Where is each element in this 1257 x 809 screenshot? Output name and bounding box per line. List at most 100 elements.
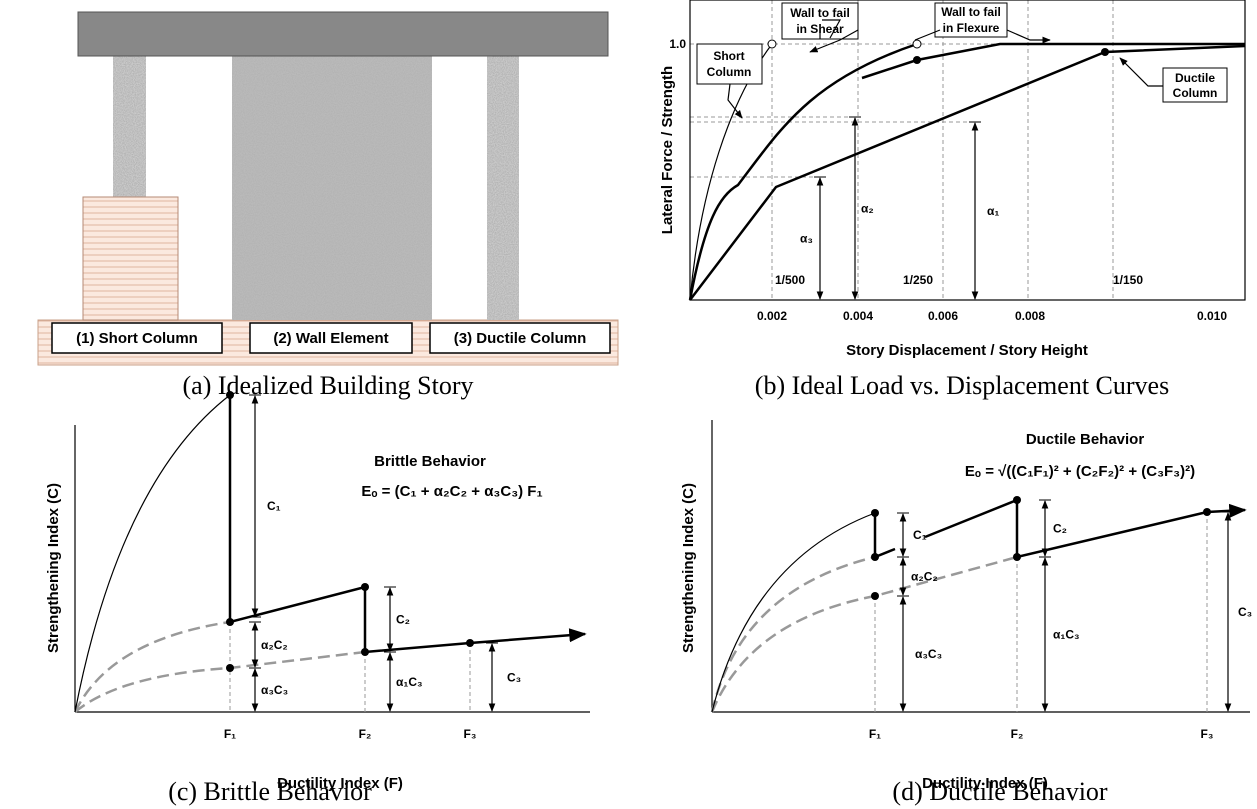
x-tick-label: F₃ [1201,727,1214,741]
dimension-label: α₁C₃ [396,675,423,689]
x-tick-label: F₂ [1011,727,1024,741]
failure-point [767,39,777,49]
beam [77,11,609,57]
annotation: Wall to fail [941,5,1001,19]
x-tick-label: F₁ [869,727,881,741]
shear-wall-curve [688,42,918,301]
point [226,391,234,399]
dimension-label: C₁ [913,528,927,542]
plot-frame [689,0,1246,301]
flexure-wall-curve [861,42,1245,80]
dashed-curve [74,650,366,713]
point [361,648,369,656]
element-label: (3) Ductile Column [454,330,587,347]
point [1013,553,1021,561]
caption: (d) Ductile Behavior [892,777,1107,806]
point [871,509,879,517]
point [1013,496,1021,504]
annotation-box [696,43,763,85]
point [226,664,234,672]
leader [809,29,859,53]
x-axis-label: Ductility Index (F) [922,775,1048,792]
panel-d: Ductile Behavior Eₒ = √((C₁F₁)² + (C₂F₂)… [680,420,1250,806]
x-tick-label: F₃ [464,727,477,741]
panel-title: Brittle Behavior [374,453,486,470]
dimension-label: C₂ [1053,522,1067,536]
formula: Eₒ = √((C₁F₁)² + (C₂F₂)² + (C₃F₃)²) [965,463,1195,480]
leader [727,83,743,119]
dimension-label: α₁ [987,204,999,218]
ductile-column-curve [689,44,1246,301]
point [466,639,474,647]
y-tick-label: 1.0 [669,37,686,51]
wall-texture [232,56,432,320]
column-texture [487,56,519,320]
x-tick-label: 0.004 [843,309,873,323]
dimension-label: α₃ [800,232,813,246]
annotation: Column [707,65,752,79]
dimension-label: C₂ [396,613,410,627]
formula: Eₒ = (C₁ + α₂C₂ + α₃C₃) F₁ [361,483,542,500]
leader [1006,29,1051,44]
x-tick-label: 0.008 [1015,309,1045,323]
dimension-label: α₂C₂ [261,638,288,652]
annotation: in Shear [796,22,844,36]
dimension-label: C₁ [267,499,281,513]
capacity-curve [74,394,231,713]
label-box [429,322,611,354]
dimension-label: α₂C₂ [911,570,938,584]
x-tick-label: 0.002 [757,309,787,323]
annotation-box [934,2,1008,38]
caption: (b) Ideal Load vs. Displacement Curves [755,371,1169,400]
point [361,583,369,591]
panel-title: Ductile Behavior [1026,431,1145,448]
annotation: Column [1173,86,1218,100]
x-tick-label: F₂ [359,727,372,741]
column-texture [113,56,146,201]
dashed-curve [73,620,231,713]
dimension-label: α₁C₃ [1053,628,1080,642]
drift-label: 1/150 [1113,273,1143,287]
yield-point [913,56,921,64]
x-axis-label: Story Displacement / Story Height [846,342,1088,359]
dimension-label: α₂ [861,202,874,216]
failure-point [912,39,922,49]
leader [1119,57,1163,87]
point [226,618,234,626]
drift-label: 1/500 [775,273,805,287]
x-axis-label: Ductility Index (F) [277,775,403,792]
annotation: in Flexure [943,21,1000,35]
panel-b: Short Column Wall to fail in Shear Wall … [659,0,1246,400]
element-label: (1) Short Column [76,330,198,347]
caption: (c) Brittle Behavior [168,777,372,806]
yield-point [1101,48,1109,56]
dimension-label: C₃ [507,671,521,685]
annotation: Short [713,49,744,63]
point [871,592,879,600]
x-tick-label: 0.006 [928,309,958,323]
label-box [51,322,223,354]
dimension-label: α₃C₃ [261,683,288,697]
point [871,553,879,561]
panel-c: Brittle Behavior Eₒ = (C₁ + α₂C₂ + α₃C₃)… [45,391,590,806]
dashed-curve [710,555,876,713]
annotation: Ductile [1175,71,1215,85]
leader [819,19,842,39]
annotation-box [1162,67,1228,103]
y-axis-label: Strengthening Index (C) [680,483,697,653]
x-tick-label: F₁ [224,727,236,741]
capacity-curve [711,512,876,713]
panel-a: (1) Short Column (2) Wall Element (3) Du… [37,11,619,400]
dimension-label: C₃ [1238,605,1252,619]
short-wall [82,196,179,321]
element-label: (2) Wall Element [273,330,388,347]
y-axis-label: Lateral Force / Strength [659,66,676,234]
leader [914,29,941,41]
annotation: Wall to fail [790,6,850,20]
dimension-label: α₃C₃ [915,647,942,661]
drift-label: 1/250 [903,273,933,287]
y-axis-label: Strengthening Index (C) [45,483,62,653]
x-tick-label: 0.010 [1197,309,1227,323]
brittle-curve [228,395,587,654]
